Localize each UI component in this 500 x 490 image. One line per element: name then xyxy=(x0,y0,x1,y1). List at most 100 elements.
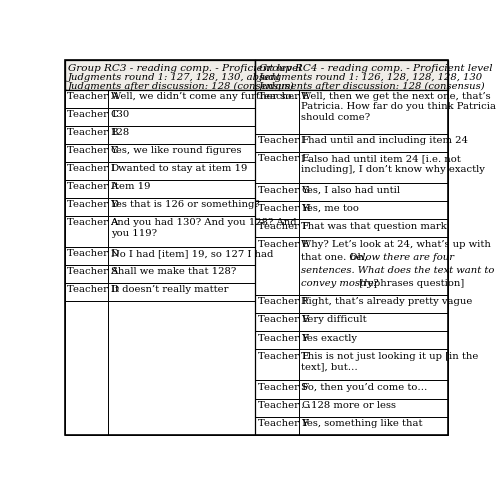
Text: Judgments round 1: 127, 128, 130, absent: Judgments round 1: 127, 128, 130, absent xyxy=(68,74,282,82)
Bar xyxy=(299,313,448,331)
Bar xyxy=(65,180,108,198)
Bar xyxy=(299,349,448,380)
Bar xyxy=(256,220,299,238)
Text: 130: 130 xyxy=(110,110,130,119)
Bar xyxy=(108,198,256,216)
Text: Teacher C: Teacher C xyxy=(67,146,119,155)
Text: below there are four: below there are four xyxy=(350,253,454,262)
Bar xyxy=(299,331,448,349)
Text: I had until and including item 24: I had until and including item 24 xyxy=(301,136,468,146)
Text: [rephrases question]: [rephrases question] xyxy=(356,279,464,289)
Bar xyxy=(299,416,448,435)
Text: Teacher B: Teacher B xyxy=(67,128,118,137)
Text: Teacher F: Teacher F xyxy=(258,334,309,343)
Text: Group RC3 - reading comp. - Proficient level: Group RC3 - reading comp. - Proficient l… xyxy=(68,64,302,73)
Bar xyxy=(108,90,256,108)
Bar xyxy=(299,398,448,416)
Bar xyxy=(65,198,108,216)
Text: Teacher F: Teacher F xyxy=(258,297,309,306)
Text: Yes exactly: Yes exactly xyxy=(301,334,357,343)
Text: Judgments after discussion: 128 (consensus): Judgments after discussion: 128 (consens… xyxy=(258,82,485,91)
Text: Teacher F: Teacher F xyxy=(258,136,309,146)
Bar xyxy=(65,265,108,283)
Bar xyxy=(108,216,256,247)
Bar xyxy=(256,398,299,416)
Bar xyxy=(256,152,299,183)
Bar xyxy=(256,349,299,380)
Bar xyxy=(256,183,299,201)
Text: This is not just looking it up [in the
text], but…: This is not just looking it up [in the t… xyxy=(301,351,478,371)
Bar xyxy=(108,125,256,144)
Text: Teacher C: Teacher C xyxy=(67,110,119,119)
Text: Teacher A: Teacher A xyxy=(67,218,118,227)
Bar xyxy=(108,180,256,198)
Text: Shall we make that 128?: Shall we make that 128? xyxy=(110,268,236,276)
Text: Teacher F: Teacher F xyxy=(258,419,309,428)
Bar xyxy=(65,90,108,108)
Text: convey mostly?: convey mostly? xyxy=(301,279,378,289)
Bar xyxy=(256,201,299,220)
Bar xyxy=(65,125,108,144)
Bar xyxy=(108,144,256,162)
Bar xyxy=(299,238,448,295)
Text: I also had until item 24 [i.e. not
including], I don’t know why exactly: I also had until item 24 [i.e. not inclu… xyxy=(301,154,485,174)
Bar xyxy=(299,295,448,313)
Bar xyxy=(65,108,108,125)
Bar xyxy=(299,152,448,183)
Text: Yes, something like that: Yes, something like that xyxy=(301,419,422,428)
Text: that one. Oh,: that one. Oh, xyxy=(301,253,370,262)
Bar xyxy=(256,134,299,152)
Text: sentences. What does the text want to: sentences. What does the text want to xyxy=(301,266,494,275)
Text: It doesn’t really matter: It doesn’t really matter xyxy=(110,285,228,294)
Bar xyxy=(299,201,448,220)
Text: Right, that’s already pretty vague: Right, that’s already pretty vague xyxy=(301,297,472,306)
Text: Group RC4 - reading comp. - Proficient level: Group RC4 - reading comp. - Proficient l… xyxy=(258,64,492,73)
Text: No I had [item] 19, so 127 I had: No I had [item] 19, so 127 I had xyxy=(110,249,273,258)
Text: …128 more or less: …128 more or less xyxy=(301,401,396,410)
Bar xyxy=(108,108,256,125)
Bar xyxy=(299,134,448,152)
Bar xyxy=(108,301,256,435)
Text: Teacher D: Teacher D xyxy=(67,249,120,258)
Text: Item 19: Item 19 xyxy=(110,182,150,191)
Text: Yes, I also had until: Yes, I also had until xyxy=(301,186,400,195)
Text: Yes, we like round figures: Yes, we like round figures xyxy=(110,146,242,155)
Bar xyxy=(65,162,108,180)
Text: Very difficult: Very difficult xyxy=(301,316,367,324)
Text: Teacher A: Teacher A xyxy=(67,92,118,101)
Bar xyxy=(256,416,299,435)
Text: I wanted to stay at item 19: I wanted to stay at item 19 xyxy=(110,164,247,173)
Text: Why? Let’s look at 24, what’s up with: Why? Let’s look at 24, what’s up with xyxy=(301,240,491,249)
Bar xyxy=(65,301,108,435)
Bar xyxy=(299,220,448,238)
Text: Teacher H: Teacher H xyxy=(258,204,310,213)
Text: Teacher F: Teacher F xyxy=(258,221,309,231)
Bar xyxy=(256,380,299,398)
Text: Teacher A: Teacher A xyxy=(67,268,118,276)
Text: Teacher A: Teacher A xyxy=(67,182,118,191)
Text: Judgments round 1: 126, 128, 128, 128, 130: Judgments round 1: 126, 128, 128, 128, 1… xyxy=(258,74,482,82)
Text: Well, we didn’t come any further so…: Well, we didn’t come any further so… xyxy=(110,92,301,101)
Bar xyxy=(299,90,448,134)
Bar xyxy=(256,90,299,134)
Text: Teacher E: Teacher E xyxy=(258,316,309,324)
Text: Judgments after discussion: 128 (consensus): Judgments after discussion: 128 (consens… xyxy=(68,82,294,91)
Bar xyxy=(65,144,108,162)
Text: So, then you’d come to…: So, then you’d come to… xyxy=(301,383,428,392)
Text: Teacher D: Teacher D xyxy=(67,285,120,294)
Text: Teacher E: Teacher E xyxy=(258,351,309,361)
Text: Teacher E: Teacher E xyxy=(258,92,309,101)
Bar xyxy=(256,60,448,90)
Text: Yes, me too: Yes, me too xyxy=(301,204,359,213)
Bar xyxy=(299,380,448,398)
Bar xyxy=(299,183,448,201)
Text: Teacher G: Teacher G xyxy=(258,186,310,195)
Text: Well, then we get the next one, that’s
Patricia. How far do you think Patricia
s: Well, then we get the next one, that’s P… xyxy=(301,92,496,122)
Text: Yes that is 126 or something?: Yes that is 126 or something? xyxy=(110,200,260,209)
Bar xyxy=(65,247,108,265)
Bar xyxy=(65,216,108,247)
Bar xyxy=(256,238,299,295)
Text: Teacher G: Teacher G xyxy=(258,401,310,410)
Text: Teacher D: Teacher D xyxy=(67,200,120,209)
Text: 128: 128 xyxy=(110,128,130,137)
